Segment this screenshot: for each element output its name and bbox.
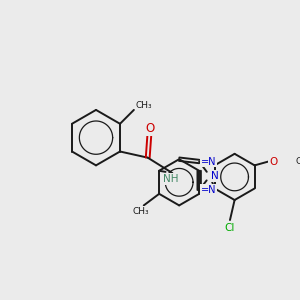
Text: O: O xyxy=(146,122,155,135)
Text: N: N xyxy=(212,171,219,181)
Text: CH₃: CH₃ xyxy=(132,207,149,216)
Text: =N: =N xyxy=(201,157,216,166)
Text: O: O xyxy=(269,157,277,166)
Text: Cl: Cl xyxy=(225,223,235,233)
Text: NH: NH xyxy=(163,174,178,184)
Text: =N: =N xyxy=(201,185,216,195)
Text: CH₃: CH₃ xyxy=(135,101,152,110)
Text: CH₃: CH₃ xyxy=(296,157,300,166)
